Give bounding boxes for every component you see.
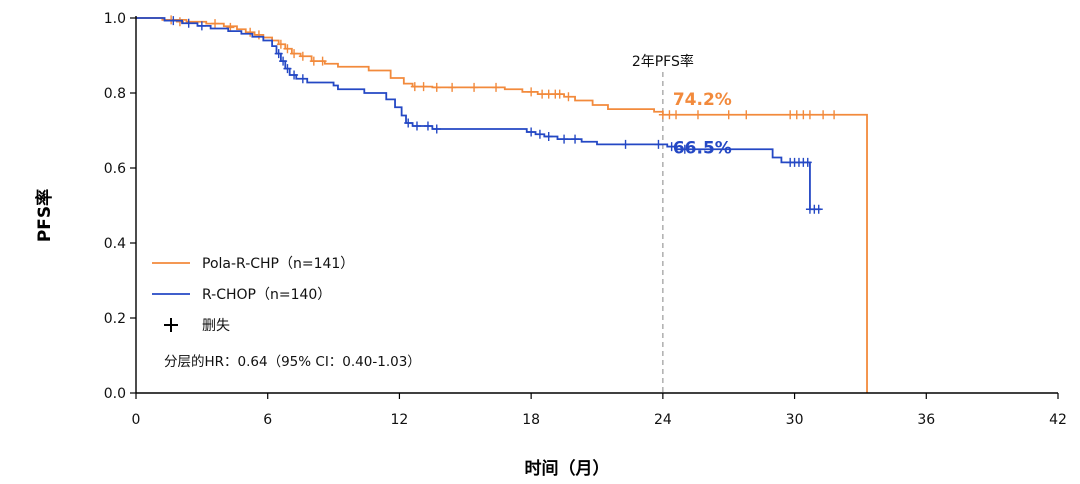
censor-mark: [298, 51, 307, 61]
annotation-layer: 2年PFS率: [632, 53, 694, 393]
censor-mark: [555, 89, 564, 99]
censor-mark: [803, 157, 812, 167]
y-tick-label: 1.0: [104, 11, 126, 27]
censor-mark: [667, 142, 676, 152]
censor-mark: [283, 44, 292, 54]
censor-mark: [298, 74, 307, 84]
censor-mark: [830, 110, 839, 120]
censor-mark: [412, 121, 421, 131]
y-axis-title: PFS率: [34, 189, 55, 242]
censor-mark: [492, 82, 501, 92]
censor-legend-icon: [164, 318, 178, 332]
censor-mark: [410, 82, 419, 92]
legend-entry: 删失: [164, 318, 230, 334]
axes: 0 6 12 18 24 30 36 42 0.00.20.40.60.81.0 时间（月） …: [34, 11, 1067, 479]
series-pola-r-chp: 74.2%: [136, 15, 868, 393]
censor-mark: [283, 64, 292, 74]
legend-label: 删失: [202, 318, 230, 334]
legend-entry: R-CHOP（n=140）: [152, 287, 331, 303]
censor-mark: [419, 82, 428, 92]
x-tick-label: 0: [132, 412, 141, 428]
pfs-rate-label-r-chop: 66.5%: [673, 139, 732, 159]
legend-label: Pola-R-CHP（n=141）: [202, 256, 354, 272]
y-tick-label: 0.8: [104, 86, 126, 102]
y-tick-label: 0.0: [104, 386, 126, 402]
censor-mark: [527, 127, 536, 137]
censor-mark: [211, 19, 220, 29]
censor-mark: [423, 121, 432, 131]
censor-mark: [290, 70, 299, 80]
x-tick-label: 18: [522, 412, 540, 428]
censor-mark: [404, 118, 413, 128]
censor-mark: [564, 92, 573, 102]
censor-mark: [274, 49, 283, 59]
hazard-ratio-text: 分层的HR：0.64（95% CI：0.40-1.03）: [164, 354, 421, 370]
censor-mark: [724, 110, 733, 120]
x-tick-label: 12: [391, 412, 409, 428]
pfs-rate-label-pola-r-chp: 74.2%: [673, 90, 732, 110]
series-line-r-chop: [136, 17, 821, 211]
censor-mark: [672, 110, 681, 120]
censor-mark: [680, 144, 689, 154]
censor-mark: [805, 110, 814, 120]
censor-mark: [621, 139, 630, 149]
censor-mark: [742, 110, 751, 120]
censor-mark: [184, 18, 193, 28]
censor-mark: [560, 134, 569, 144]
censor-mark: [571, 134, 580, 144]
censor-mark: [197, 21, 206, 31]
legend: Pola-R-CHP（n=141） R-CHOP（n=140） 删失: [152, 256, 354, 334]
censor-mark: [814, 204, 823, 214]
y-tick-label: 0.4: [104, 236, 126, 252]
x-axis-title: 时间（月）: [525, 458, 610, 479]
censor-mark: [290, 49, 299, 59]
legend-label: R-CHOP（n=140）: [202, 287, 331, 303]
two-year-pfs-annotation: 2年PFS率: [632, 53, 694, 70]
censor-mark: [432, 124, 441, 134]
series-layer: 74.2% 66.5%: [136, 15, 868, 393]
censor-mark: [654, 139, 663, 149]
censor-mark: [448, 82, 457, 92]
series-r-chop: 66.5%: [136, 16, 823, 214]
censor-mark: [527, 87, 536, 97]
x-tick-label: 24: [654, 412, 672, 428]
y-tick-label: 0.2: [104, 311, 126, 327]
censor-mark: [169, 16, 178, 26]
censor-mark: [544, 132, 553, 141]
censor-mark: [254, 30, 263, 40]
x-axis-ticks: 0 6 12 18 24 30 36 42: [132, 393, 1067, 428]
censor-mark: [535, 129, 544, 139]
censor-mark: [246, 27, 255, 37]
x-tick-label: 6: [263, 412, 272, 428]
censor-mark: [279, 56, 288, 66]
censor-mark: [318, 56, 327, 66]
legend-entry: Pola-R-CHP（n=141）: [152, 256, 354, 272]
censor-mark: [693, 110, 702, 120]
series-line-pola-r-chp: [136, 17, 868, 393]
censor-mark: [470, 82, 479, 92]
censor-mark: [819, 110, 828, 120]
x-tick-label: 30: [786, 412, 804, 428]
censor-mark: [276, 39, 285, 49]
y-axis-ticks: 0.0 0.2 0.4 0.6 0.8 1.0: [104, 11, 136, 402]
y-tick-label: 0.6: [104, 161, 126, 177]
censor-mark: [432, 82, 441, 92]
x-tick-label: 36: [917, 412, 935, 428]
censor-mark: [309, 56, 318, 66]
x-tick-label: 42: [1049, 412, 1067, 428]
